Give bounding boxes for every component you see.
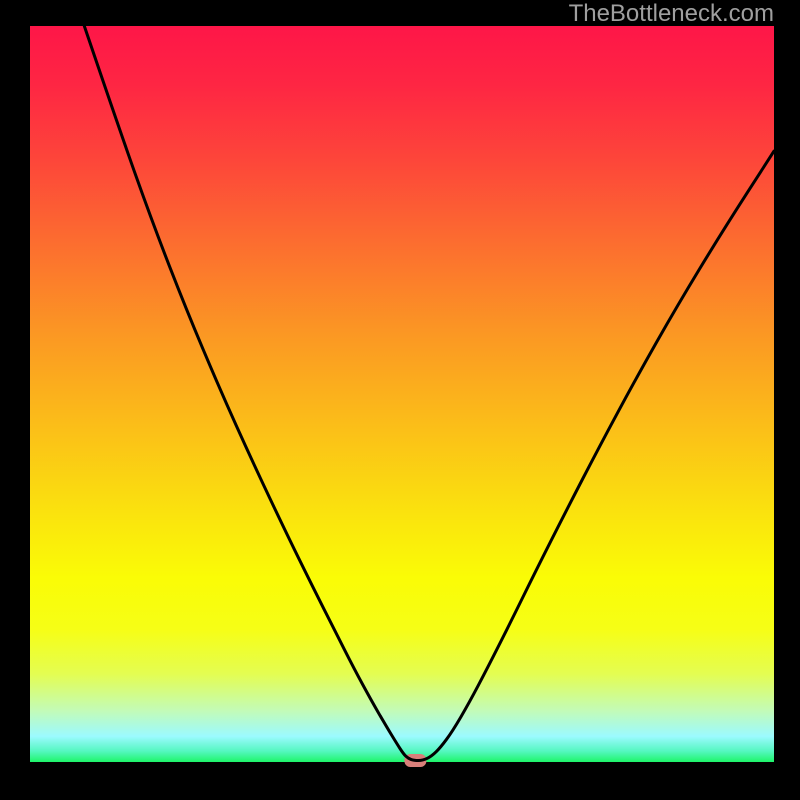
chart-svg (0, 0, 800, 800)
watermark-text: TheBottleneck.com (569, 0, 774, 28)
chart-frame (0, 0, 800, 800)
plot-background (30, 26, 774, 762)
